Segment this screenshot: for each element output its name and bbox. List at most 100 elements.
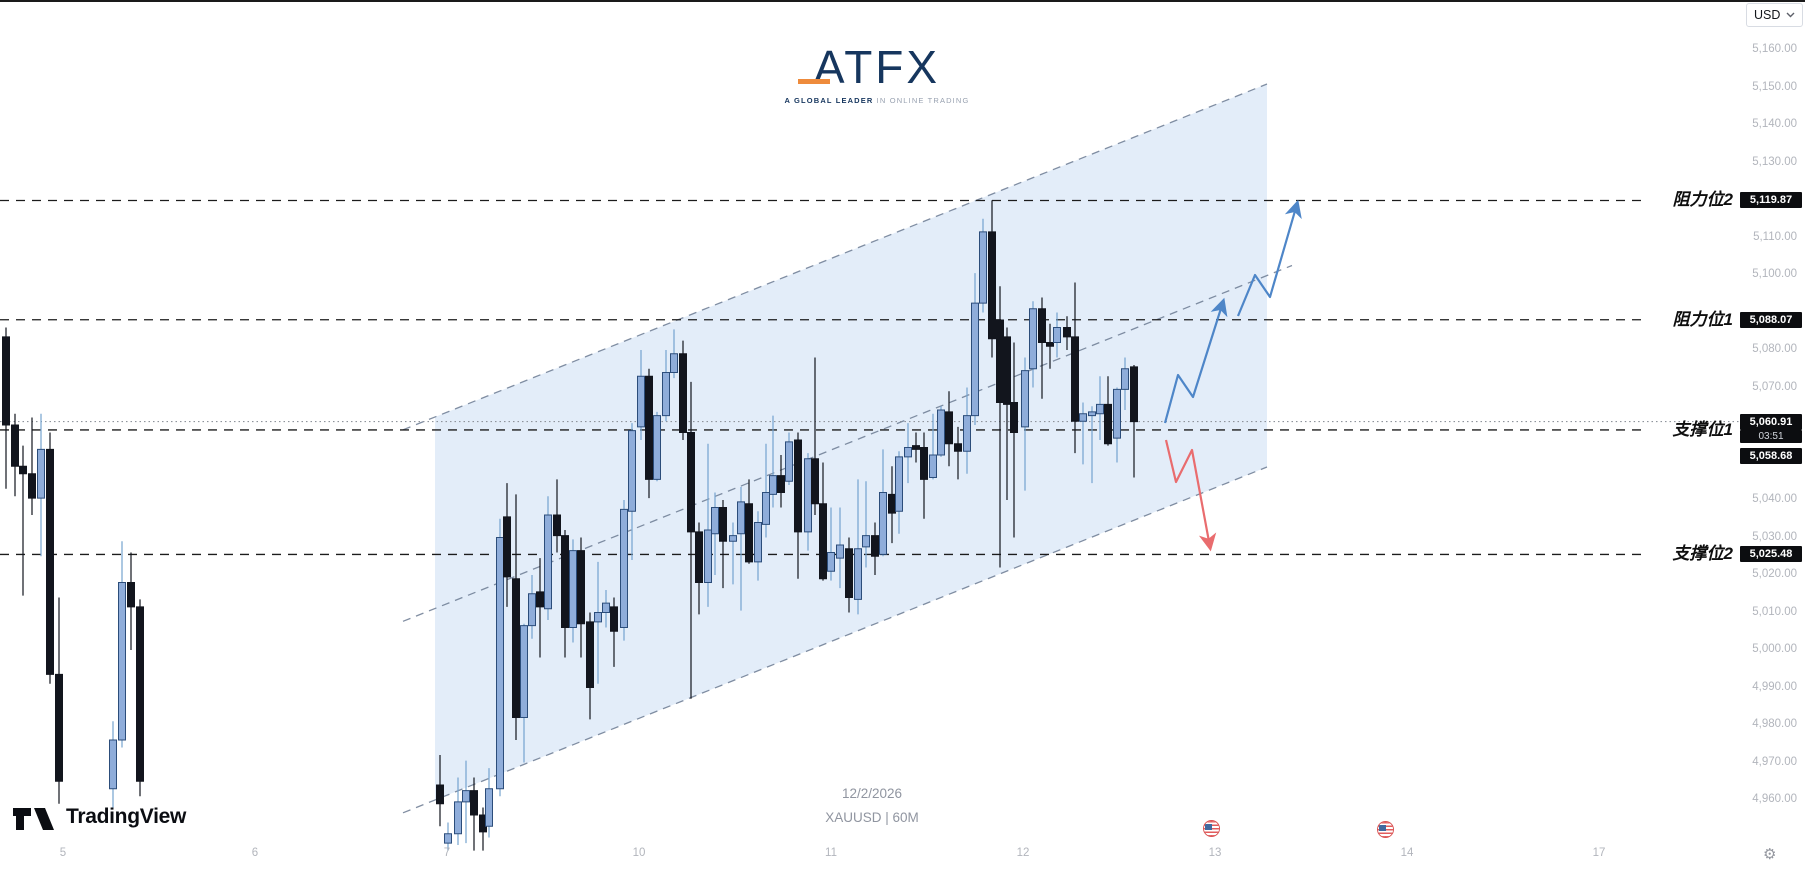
candle-up [118, 541, 126, 748]
candle-down [871, 522, 879, 575]
price-axis-label: 5,080.00 [1752, 343, 1797, 355]
candle-up [620, 500, 628, 641]
bullish-projection-1-arrow[interactable] [1163, 297, 1228, 424]
candle-down [819, 462, 827, 581]
candle-up [1053, 312, 1061, 358]
level-name-label: 阻力位2 [1672, 190, 1733, 210]
candle-down [645, 368, 653, 499]
candle-up [979, 218, 987, 313]
candle-down [1010, 342, 1018, 538]
candle-up [711, 492, 719, 575]
price-axis-label: 4,980.00 [1752, 718, 1797, 730]
channel-lower-line[interactable] [402, 466, 1268, 814]
candle-down [1046, 323, 1054, 369]
candle-up [971, 273, 979, 425]
price-axis-label: 5,020.00 [1752, 568, 1797, 580]
tradingview-logo-text: TradingView [66, 805, 187, 828]
candle-down [954, 426, 962, 480]
us-flag-calendar-icon[interactable] [1202, 819, 1220, 837]
price-axis-label: 5,100.00 [1752, 268, 1797, 280]
candle-down [845, 537, 853, 613]
candle-down [28, 417, 36, 515]
atfx-tagline-strong: A GLOBAL LEADER [784, 96, 874, 105]
candle-down [610, 597, 618, 667]
trend-channel [402, 83, 1293, 814]
currency-dropdown[interactable]: USD [1746, 3, 1803, 27]
candle-up [520, 623, 528, 763]
bullish-projection-2-arrow[interactable] [1236, 199, 1302, 317]
price-axis-label: 5,000.00 [1752, 643, 1797, 655]
candle-down [1003, 327, 1011, 500]
candle-up [462, 760, 470, 844]
candle-down [19, 445, 27, 596]
candle-up [569, 539, 577, 643]
candle-up [895, 451, 903, 534]
candle-up [963, 387, 971, 474]
candle-up [754, 511, 762, 581]
candle-up [929, 413, 937, 480]
level-name-label: 支撑位1 [1672, 419, 1733, 439]
candle-up [704, 443, 712, 607]
channel-upper-line[interactable] [402, 83, 1268, 431]
candle-down [561, 530, 569, 658]
candle-up [594, 561, 602, 684]
candle-down [777, 455, 785, 508]
level-price-badge: 5,025.48 [1740, 546, 1802, 563]
time-axis-label: 13 [1208, 847, 1222, 859]
candle-up [762, 443, 770, 538]
candle-down [1038, 297, 1046, 399]
time-axis-label: 6 [251, 847, 259, 859]
candle-up [785, 432, 793, 485]
candle-up [937, 406, 945, 457]
time-axis-label: 10 [632, 847, 646, 859]
candle-up [862, 481, 870, 568]
candle-up [1121, 357, 1129, 410]
atfx-tagline: A GLOBAL LEADER IN ONLINE TRADING [772, 96, 982, 105]
candle-up [109, 721, 117, 808]
candle-up [528, 575, 536, 639]
price-axis-label: 5,140.00 [1752, 118, 1797, 130]
level-price-badge: 5,058.68 [1740, 448, 1802, 464]
candle-down [436, 755, 444, 827]
price-axis-label: 5,160.00 [1752, 43, 1797, 55]
candle-up [670, 329, 678, 379]
time-axis-label: 7 [443, 847, 451, 859]
candle-up [1113, 387, 1121, 463]
tradingview-logo[interactable]: TradingView [12, 802, 186, 832]
price-axis-label: 5,030.00 [1752, 530, 1797, 543]
level-name-label: 支撑位2 [1672, 544, 1733, 564]
candle-up [1079, 402, 1087, 465]
candle-down [811, 357, 819, 515]
watermark-date: 12/2/2026 [841, 786, 903, 801]
gear-icon[interactable]: ⚙ [1763, 846, 1777, 863]
candle-up [737, 486, 745, 611]
price-axis-label: 5,130.00 [1752, 155, 1797, 168]
candle-up [653, 411, 661, 482]
candle-down [11, 413, 19, 497]
candle-up [1029, 301, 1037, 388]
currency-dropdown-value: USD [1754, 8, 1781, 22]
candle-down [536, 558, 544, 658]
watermark-symbol-timeframe: XAUUSD | 60M [825, 810, 919, 825]
candle-up [1021, 357, 1029, 491]
candle-up [628, 423, 636, 560]
candle-down [577, 537, 585, 658]
candle-up [454, 777, 462, 845]
candle-up [602, 590, 610, 628]
candle-down [687, 381, 695, 699]
price-axis-label: 5,110.00 [1753, 230, 1797, 243]
candle-down [679, 340, 687, 440]
time-axis-label: 17 [1592, 847, 1606, 859]
candle-down [2, 327, 10, 489]
candle-down [719, 500, 727, 589]
projection-arrows [1163, 199, 1302, 552]
time-axis-label: 5 [59, 847, 67, 859]
us-flag-calendar-icon[interactable] [1376, 820, 1394, 838]
bearish-projection-arrow[interactable] [1164, 439, 1217, 552]
flag-canton [1379, 824, 1386, 831]
candle-up [444, 822, 452, 851]
candle-up [836, 507, 844, 589]
candle-down [136, 599, 144, 797]
